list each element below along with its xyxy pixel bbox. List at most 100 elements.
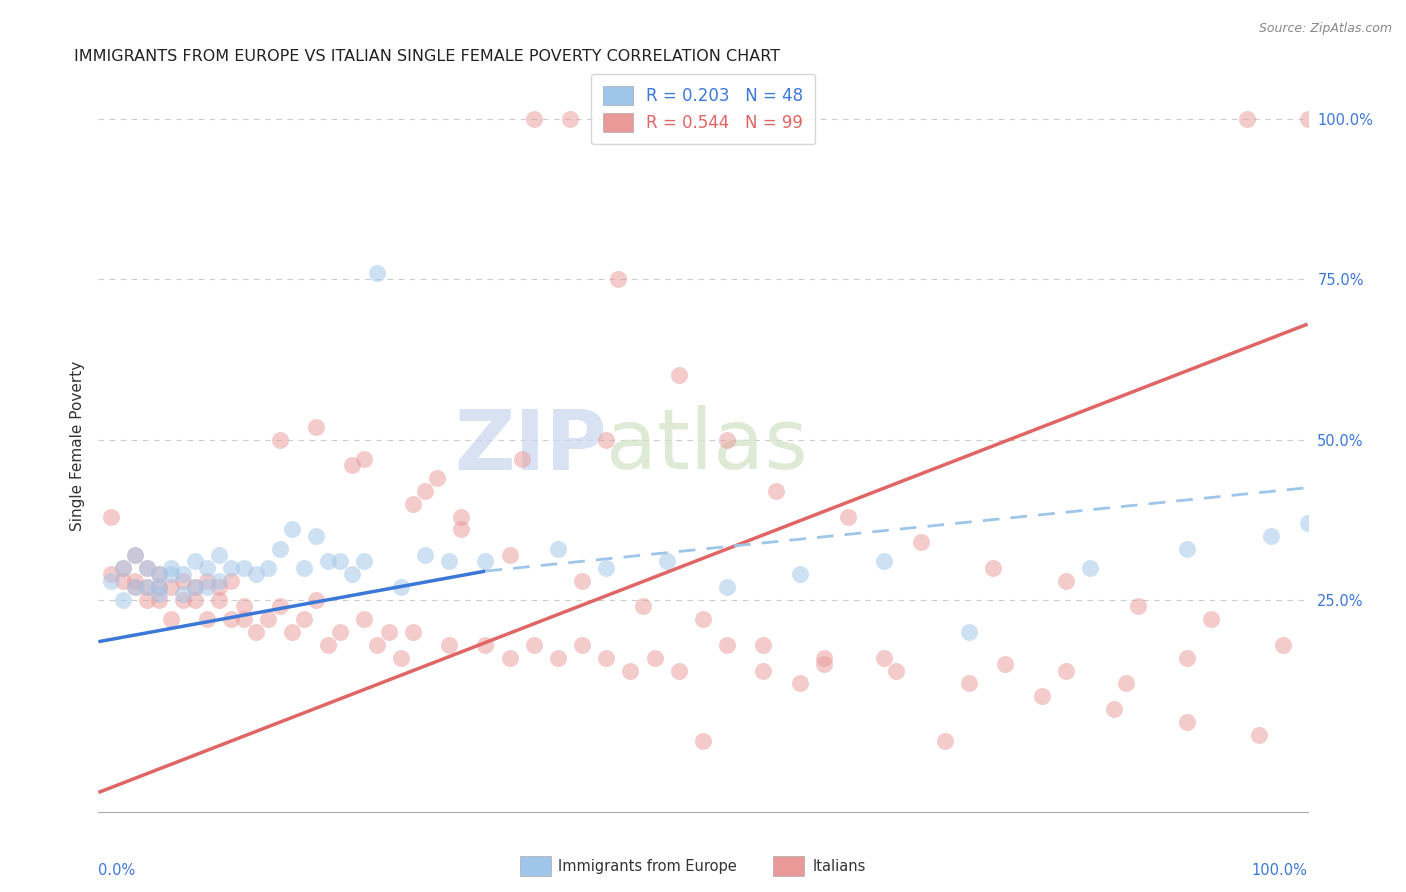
Point [1272,638,1295,652]
Point [716,580,738,594]
Point [135,580,157,594]
Point [292,561,315,575]
Point [450,523,472,537]
Point [981,561,1004,575]
Point [873,650,896,665]
Point [437,638,460,652]
Point [450,509,472,524]
Point [100,574,122,588]
Point [232,599,254,614]
Point [184,554,207,568]
Point [208,580,231,594]
Point [135,561,157,575]
Point [135,561,157,575]
Point [366,266,388,280]
Point [1296,112,1319,126]
Point [1175,714,1198,729]
Point [281,523,304,537]
Point [111,574,134,588]
Point [765,483,787,498]
Point [571,638,593,652]
Point [124,580,146,594]
Point [148,580,170,594]
Point [195,574,218,588]
Point [195,612,218,626]
Point [329,554,352,568]
Point [256,561,278,575]
Point [245,625,267,640]
Point [281,625,304,640]
Text: Source: ZipAtlas.com: Source: ZipAtlas.com [1258,22,1392,36]
Point [160,561,183,575]
Point [1236,112,1258,126]
Point [437,554,460,568]
Point [668,664,690,678]
Point [305,419,328,434]
Point [353,554,375,568]
Point [789,676,811,690]
Point [172,586,194,600]
Point [148,593,170,607]
Point [111,561,134,575]
Point [692,734,714,748]
Point [595,433,617,447]
Point [644,650,666,665]
Point [269,599,291,614]
Point [232,561,254,575]
Point [607,272,630,286]
Point [413,548,436,562]
Point [208,593,231,607]
Point [547,541,569,556]
Point [124,580,146,594]
Point [1128,599,1150,614]
Point [1031,690,1053,704]
Point [221,612,243,626]
Point [1054,664,1077,678]
Point [523,112,546,126]
Point [342,458,364,473]
Point [1115,676,1137,690]
Point [160,567,183,582]
Point [172,593,194,607]
Point [813,650,835,665]
Point [413,483,436,498]
Point [1175,650,1198,665]
Point [498,650,520,665]
Point [595,561,617,575]
Point [934,734,956,748]
Point [256,612,278,626]
Point [195,580,218,594]
Point [124,548,146,562]
Point [813,657,835,672]
Point [389,580,412,594]
Point [510,451,533,466]
Point [752,638,775,652]
Point [172,574,194,588]
Text: Immigrants from Europe: Immigrants from Europe [558,859,737,873]
Point [208,548,231,562]
Point [389,650,412,665]
Point [366,638,388,652]
Point [558,112,581,126]
Point [595,650,617,665]
Point [135,580,157,594]
Point [316,554,339,568]
Point [148,567,170,582]
Point [100,509,122,524]
Text: IMMIGRANTS FROM EUROPE VS ITALIAN SINGLE FEMALE POVERTY CORRELATION CHART: IMMIGRANTS FROM EUROPE VS ITALIAN SINGLE… [75,49,780,64]
Point [148,586,170,600]
Point [124,548,146,562]
Point [789,567,811,582]
Legend: R = 0.203   N = 48, R = 0.544   N = 99: R = 0.203 N = 48, R = 0.544 N = 99 [591,74,815,145]
Text: ZIP: ZIP [454,406,606,486]
Point [148,580,170,594]
Point [292,612,315,626]
Point [1199,612,1222,626]
Point [886,664,908,678]
Point [305,529,328,543]
Point [873,554,896,568]
Point [523,638,546,652]
Point [547,650,569,665]
Point [631,599,654,614]
Point [837,509,859,524]
